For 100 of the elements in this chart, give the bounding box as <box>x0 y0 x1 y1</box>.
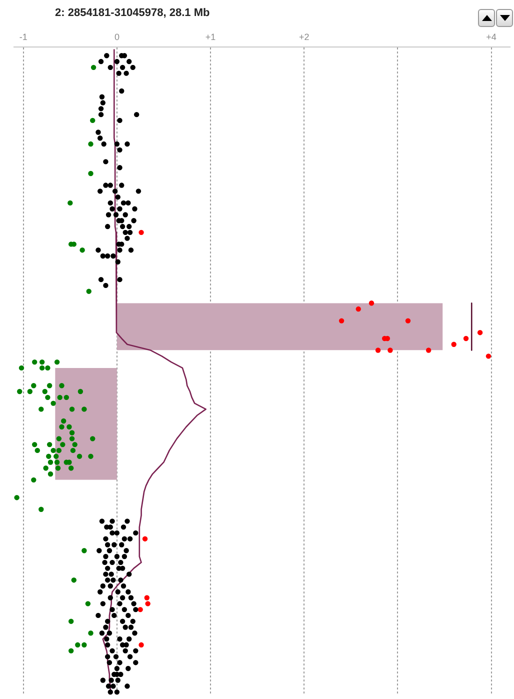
point <box>120 595 126 600</box>
point <box>54 460 60 465</box>
point <box>78 388 84 394</box>
point <box>131 218 136 224</box>
x-tick-label: -1 <box>19 32 28 42</box>
point <box>110 253 116 259</box>
point <box>108 678 114 683</box>
point <box>120 200 126 206</box>
point <box>27 388 33 394</box>
point <box>88 170 94 176</box>
point <box>120 583 126 589</box>
point <box>31 383 36 388</box>
point <box>124 684 130 689</box>
point <box>118 560 124 566</box>
point <box>46 454 52 459</box>
point <box>38 406 44 412</box>
point <box>110 577 116 583</box>
point <box>90 118 96 124</box>
point <box>126 572 132 577</box>
point <box>61 418 66 424</box>
point <box>117 660 122 666</box>
point <box>115 589 120 594</box>
point <box>124 548 129 554</box>
point <box>117 636 122 642</box>
point <box>126 224 132 230</box>
point <box>136 188 142 194</box>
point <box>122 212 128 218</box>
x-tick-label: +2 <box>298 32 310 42</box>
point <box>486 354 492 359</box>
point <box>138 642 144 648</box>
point <box>32 359 38 365</box>
point <box>17 388 22 394</box>
point <box>133 606 138 612</box>
point <box>70 448 76 454</box>
point <box>86 288 92 294</box>
point <box>122 624 128 630</box>
point <box>48 471 54 477</box>
point <box>31 477 36 483</box>
point <box>54 359 60 365</box>
point <box>122 536 128 542</box>
point <box>56 436 62 442</box>
point <box>114 141 120 147</box>
point <box>90 436 96 442</box>
x-tick-label: +1 <box>205 32 216 42</box>
point <box>45 394 50 400</box>
point <box>117 276 122 282</box>
point <box>14 494 20 500</box>
point <box>54 454 59 459</box>
point <box>18 365 24 371</box>
point <box>127 230 133 236</box>
point <box>144 595 150 600</box>
point <box>142 536 148 542</box>
point <box>375 348 381 353</box>
point <box>56 448 62 454</box>
point <box>48 460 54 465</box>
point <box>108 583 113 589</box>
point <box>126 58 132 64</box>
point <box>451 342 456 347</box>
point <box>405 318 411 324</box>
point <box>106 548 112 554</box>
point <box>117 601 122 606</box>
point <box>388 348 393 353</box>
point <box>115 678 120 683</box>
point <box>124 518 130 524</box>
point <box>426 348 432 353</box>
point <box>477 330 483 336</box>
point <box>463 336 469 342</box>
point <box>108 182 113 188</box>
point <box>126 589 131 594</box>
point <box>133 648 138 654</box>
point <box>55 466 61 471</box>
point <box>134 112 140 118</box>
chart-title: 2: 2854181-31045978, 28.1 Mb <box>55 7 210 19</box>
point <box>138 606 143 612</box>
point <box>68 200 73 206</box>
point <box>46 383 52 388</box>
point <box>124 70 129 76</box>
point <box>114 58 120 64</box>
point <box>126 666 131 672</box>
point <box>50 400 56 406</box>
point <box>126 636 132 642</box>
point <box>32 442 38 448</box>
point <box>112 612 117 618</box>
point <box>122 606 128 612</box>
point <box>66 424 72 430</box>
point <box>88 454 94 459</box>
point <box>356 306 361 312</box>
point <box>120 224 126 230</box>
point <box>122 554 128 560</box>
point <box>132 206 138 212</box>
point <box>124 141 130 147</box>
point <box>59 424 64 430</box>
point <box>110 518 115 524</box>
point <box>38 506 44 512</box>
point <box>117 206 122 212</box>
point <box>114 530 120 536</box>
point <box>122 648 128 654</box>
point <box>45 365 50 371</box>
point <box>59 383 64 388</box>
point <box>69 430 75 436</box>
